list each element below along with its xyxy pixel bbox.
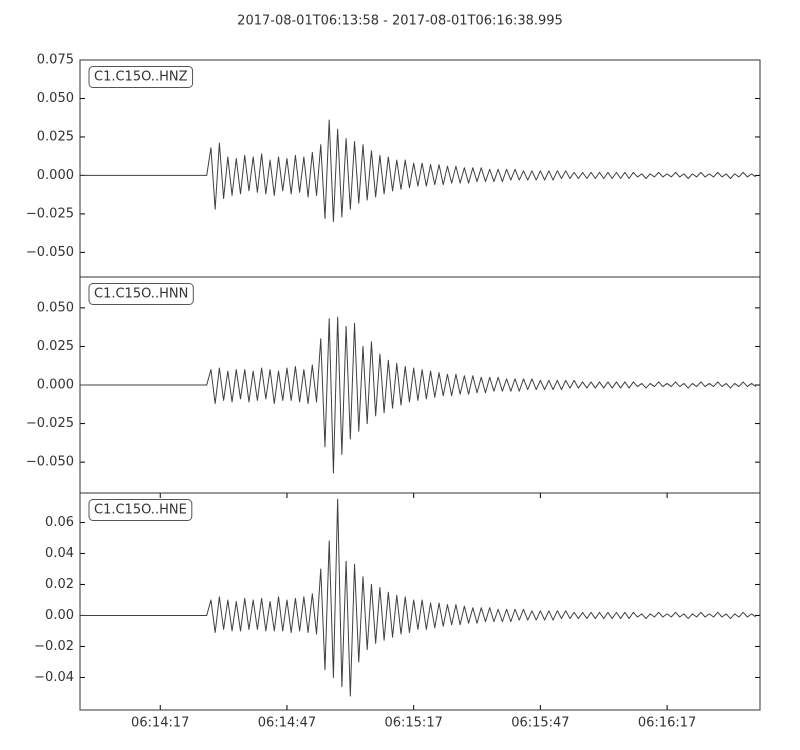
trace bbox=[80, 119, 757, 223]
y-tick-label: −0.025 bbox=[26, 416, 74, 431]
y-tick-label: −0.050 bbox=[26, 245, 74, 260]
y-tick-label: 0.06 bbox=[45, 515, 74, 530]
x-tick-label: 06:16:17 bbox=[638, 716, 696, 731]
y-tick-label: 0.04 bbox=[45, 546, 74, 561]
axes-frame bbox=[79, 492, 761, 711]
trace-label-box bbox=[88, 499, 193, 521]
y-tick-label: 0.00 bbox=[45, 608, 74, 623]
y-tick-label: 0.050 bbox=[37, 300, 74, 315]
y-tick-label: 0.02 bbox=[45, 577, 74, 592]
trace bbox=[80, 316, 757, 474]
y-tick-label: −0.04 bbox=[34, 670, 74, 685]
y-tick-label: 0.025 bbox=[37, 339, 74, 354]
y-tick-label: −0.02 bbox=[34, 639, 74, 654]
trace-label: C1.C15O..HNE bbox=[94, 503, 187, 518]
trace-label-box bbox=[88, 66, 194, 88]
trace-label: C1.C15O..HNZ bbox=[94, 70, 188, 85]
x-tick-label: 06:14:47 bbox=[258, 716, 316, 731]
x-tick-label: 06:15:47 bbox=[511, 716, 569, 731]
y-tick-label: −0.025 bbox=[26, 206, 74, 221]
x-tick-label: 06:15:17 bbox=[384, 716, 442, 731]
y-tick-label: 0.075 bbox=[37, 53, 74, 68]
axes-frame bbox=[79, 59, 761, 278]
trace-label: C1.C15O..HNN bbox=[94, 287, 188, 302]
chart-title: 2017-08-01T06:13:58 - 2017-08-01T06:16:3… bbox=[237, 14, 563, 29]
y-tick-label: −0.050 bbox=[26, 455, 74, 470]
trace-label-box bbox=[88, 283, 194, 305]
y-tick-label: 0.000 bbox=[37, 378, 74, 393]
y-tick-label: 0.000 bbox=[37, 168, 74, 183]
y-tick-label: 0.025 bbox=[37, 129, 74, 144]
y-tick-label: 0.050 bbox=[37, 91, 74, 106]
trace bbox=[80, 498, 757, 697]
x-tick-label: 06:14:17 bbox=[131, 716, 189, 731]
